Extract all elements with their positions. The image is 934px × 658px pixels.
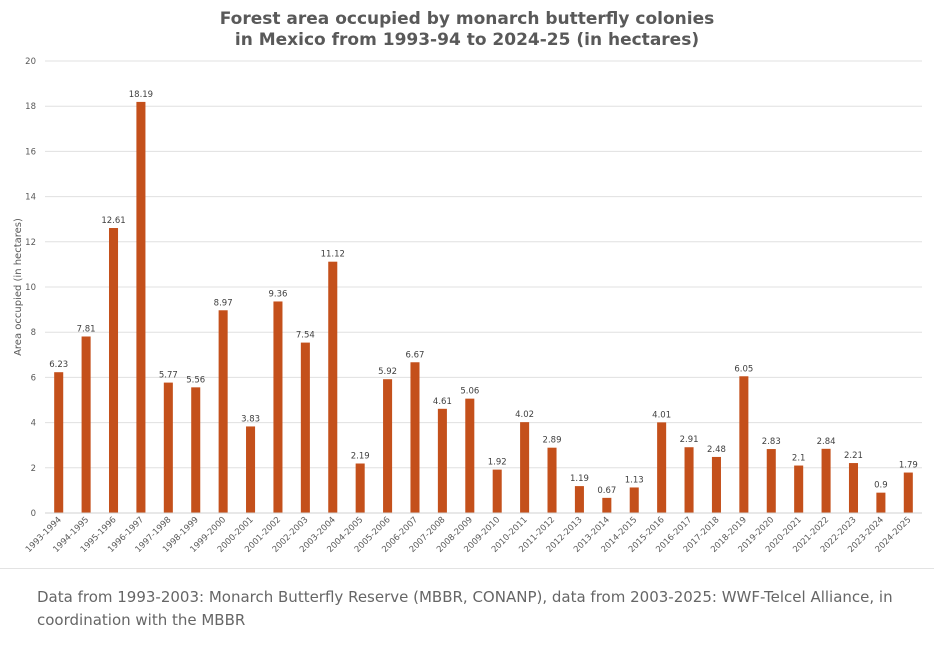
y-tick-label: 6 — [31, 373, 36, 383]
chart-title-line-1: Forest area occupied by monarch butterfl… — [220, 9, 715, 29]
bar — [218, 310, 228, 513]
chart-title-line-2: in Mexico from 1993-94 to 2024-25 (in he… — [235, 30, 699, 50]
data-label: 7.81 — [77, 324, 96, 334]
bar — [602, 497, 612, 513]
y-tick-label: 20 — [25, 57, 36, 67]
bar — [163, 382, 173, 513]
data-label: 3.83 — [241, 414, 260, 424]
y-tick-label: 16 — [25, 147, 36, 157]
bar-chart: Forest area occupied by monarch butterfl… — [13, 9, 922, 555]
data-label: 6.67 — [406, 350, 425, 360]
data-label: 12.61 — [101, 216, 125, 226]
data-label: 2.83 — [762, 437, 781, 447]
bar — [766, 449, 776, 513]
data-label: 4.01 — [652, 410, 671, 420]
data-label: 7.54 — [296, 331, 315, 341]
data-label: 2.48 — [707, 445, 726, 455]
data-label: 1.79 — [899, 461, 918, 471]
bar — [574, 486, 584, 513]
data-label: 1.92 — [488, 458, 507, 468]
bars — [54, 101, 913, 513]
data-label: 4.02 — [515, 410, 534, 420]
bar — [629, 487, 639, 513]
bar — [794, 465, 804, 513]
data-label: 1.13 — [625, 475, 644, 485]
data-label: 6.05 — [734, 364, 753, 374]
data-label: 2.1 — [792, 454, 806, 464]
bar — [328, 261, 338, 513]
bar — [465, 398, 475, 513]
data-label: 0.9 — [874, 481, 888, 491]
data-label: 2.89 — [543, 436, 562, 446]
data-labels: 6.23 7.81 12.61 18.19 5.77 5.56 8.97 3.83 9.36 7.… — [49, 90, 918, 496]
bar — [547, 447, 557, 513]
data-label: 5.56 — [186, 375, 205, 385]
bar — [739, 376, 749, 513]
bar — [492, 469, 502, 513]
bar — [108, 228, 119, 513]
bar — [848, 463, 859, 513]
gridlines — [45, 60, 922, 469]
bar — [410, 362, 420, 513]
bar — [711, 456, 721, 513]
bar — [657, 422, 667, 513]
bar — [54, 372, 64, 513]
bar — [821, 448, 831, 513]
bar — [437, 408, 447, 513]
data-label: 2.91 — [680, 435, 699, 445]
data-label: 6.23 — [49, 360, 68, 370]
chart: Forest area occupied by monarch butterfl… — [13, 9, 922, 555]
data-label: 9.36 — [268, 289, 287, 299]
y-tick-label: 18 — [25, 102, 36, 112]
y-tick-label: 8 — [31, 328, 36, 338]
bar — [903, 472, 913, 513]
y-tick-label: 14 — [25, 193, 36, 203]
data-label: 0.67 — [597, 486, 616, 496]
source-footnote: Data from 1993-2003: Monarch Butterfly R… — [37, 588, 893, 629]
bar — [383, 379, 393, 513]
data-label: 2.21 — [844, 451, 863, 461]
data-label: 5.77 — [159, 371, 178, 381]
data-label: 18.19 — [129, 90, 153, 100]
data-label: 11.12 — [321, 250, 345, 260]
bar — [273, 301, 283, 513]
data-label: 5.06 — [460, 387, 479, 397]
bar — [81, 336, 91, 513]
y-tick-label: 10 — [25, 283, 36, 293]
y-axis-label: Area occupied (in hectares) — [13, 218, 24, 356]
x-axis-ticks: 1993-19941994-19951995-19961996-19971997… — [24, 515, 913, 555]
data-label: 2.19 — [351, 452, 370, 462]
y-tick-label: 2 — [31, 464, 36, 474]
data-label: 1.19 — [570, 474, 589, 484]
bar — [520, 422, 530, 513]
bar — [246, 426, 256, 513]
y-tick-label: 0 — [31, 509, 36, 519]
y-axis-ticks: 0 2 4 6 8 10 12 14 16 18 20 — [25, 57, 36, 519]
bar — [191, 387, 201, 513]
bar — [355, 463, 365, 513]
bar — [136, 101, 146, 513]
data-label: 5.92 — [378, 367, 397, 377]
y-tick-label: 4 — [31, 419, 36, 429]
data-label: 4.61 — [433, 397, 452, 407]
bar — [300, 342, 310, 513]
data-label: 2.84 — [817, 437, 836, 447]
bar — [876, 492, 886, 513]
y-tick-label: 12 — [25, 238, 36, 248]
divider — [0, 568, 934, 569]
bar — [684, 447, 694, 513]
data-label: 8.97 — [214, 298, 233, 308]
